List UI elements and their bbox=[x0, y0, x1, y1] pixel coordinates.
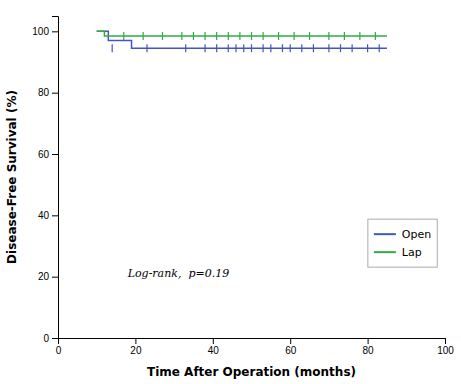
y-tick: 80 bbox=[38, 87, 58, 98]
censor-mark bbox=[309, 32, 310, 40]
censor-mark bbox=[328, 32, 329, 40]
y-axis-title: Disease-Free Survival (%) bbox=[5, 90, 19, 264]
censor-mark bbox=[204, 44, 205, 52]
y-tick-label: 80 bbox=[38, 87, 50, 98]
y-tick-label: 40 bbox=[38, 210, 50, 221]
censor-mark bbox=[263, 44, 264, 52]
censor-mark bbox=[204, 32, 205, 40]
chart: 0 20 40 60 80 100 0 20 40 60 80 100 Log-rank, p=0.19… bbox=[0, 0, 461, 384]
legend-box bbox=[368, 219, 437, 267]
x-tick: 60 bbox=[285, 338, 297, 356]
y-tick-mark bbox=[52, 93, 58, 94]
x-tick-mark bbox=[368, 338, 369, 344]
y-tick-mark bbox=[52, 215, 58, 216]
x-tick-mark bbox=[213, 338, 214, 344]
censor-mark bbox=[278, 32, 279, 40]
censor-mark bbox=[143, 32, 144, 40]
censor-mark bbox=[290, 44, 291, 52]
y-axis: 0 20 40 60 80 100 bbox=[32, 17, 58, 344]
y-tick: 20 bbox=[38, 271, 58, 282]
x-tick: 20 bbox=[130, 338, 142, 356]
censor-mark bbox=[359, 32, 360, 40]
censor-mark bbox=[193, 32, 194, 40]
censor-mark bbox=[216, 44, 217, 52]
censor-mark bbox=[243, 44, 244, 52]
y-tick-mark bbox=[52, 277, 58, 278]
censor-mark bbox=[344, 32, 345, 40]
censor-mark bbox=[239, 32, 240, 40]
censor-mark bbox=[328, 44, 329, 52]
y-axis-line bbox=[52, 17, 59, 339]
x-tick-mark bbox=[445, 338, 446, 344]
censor-mark bbox=[228, 44, 229, 52]
censor-mark bbox=[375, 32, 376, 40]
x-tick-label: 0 bbox=[56, 345, 62, 356]
x-tick-label: 20 bbox=[130, 345, 142, 356]
legend-swatch bbox=[374, 233, 396, 235]
censor-mark bbox=[301, 44, 302, 52]
censor-mark bbox=[251, 32, 252, 40]
censor-mark bbox=[293, 32, 294, 40]
x-tick: 0 bbox=[56, 338, 62, 356]
legend: Open Lap bbox=[368, 219, 437, 267]
censor-mark bbox=[340, 44, 341, 52]
y-tick: 0 bbox=[43, 333, 58, 344]
marks bbox=[97, 31, 387, 52]
censor-mark bbox=[123, 32, 124, 40]
censor-mark bbox=[313, 44, 314, 52]
censor-mark bbox=[367, 44, 368, 52]
x-tick-label: 100 bbox=[437, 345, 454, 356]
censor-mark bbox=[185, 44, 186, 52]
y-tick-label: 0 bbox=[43, 333, 49, 344]
plot-area: 0 20 40 60 80 100 0 20 40 60 80 100 Log-rank, p=0.19… bbox=[32, 17, 454, 357]
x-tick-label: 40 bbox=[208, 345, 220, 356]
x-tick-mark bbox=[135, 338, 136, 344]
censor-mark bbox=[235, 44, 236, 52]
x-tick: 100 bbox=[437, 338, 454, 356]
y-tick-label: 60 bbox=[38, 149, 50, 160]
censor-mark bbox=[379, 44, 380, 52]
survival-curve bbox=[97, 31, 387, 48]
y-tick: 40 bbox=[38, 210, 58, 221]
x-axis-title: Time After Operation (months) bbox=[147, 365, 356, 379]
censor-mark bbox=[112, 44, 113, 52]
censor-mark bbox=[146, 44, 147, 52]
x-tick: 40 bbox=[208, 338, 220, 356]
y-tick-mark bbox=[52, 31, 58, 32]
censor-mark bbox=[162, 32, 163, 40]
censor-mark bbox=[282, 44, 283, 52]
y-tick-label: 20 bbox=[38, 271, 50, 282]
censor-mark bbox=[352, 44, 353, 52]
survival-curve bbox=[97, 31, 387, 36]
y-tick: 100 bbox=[32, 26, 58, 37]
x-axis-line bbox=[59, 339, 446, 345]
legend-item: Open bbox=[374, 228, 431, 241]
x-tick-mark bbox=[290, 338, 291, 344]
y-tick-mark bbox=[52, 338, 58, 339]
y-tick-mark bbox=[52, 154, 58, 155]
legend-item: Lap bbox=[374, 246, 422, 259]
legend-label: Open bbox=[402, 228, 431, 241]
x-tick-label: 80 bbox=[363, 345, 375, 356]
y-tick-label: 100 bbox=[32, 26, 49, 37]
x-tick-label: 60 bbox=[285, 345, 297, 356]
censor-mark bbox=[263, 32, 264, 40]
x-tick: 80 bbox=[363, 338, 375, 356]
censor-mark bbox=[270, 44, 271, 52]
censor-mark bbox=[251, 44, 252, 52]
legend-label: Lap bbox=[402, 246, 422, 259]
legend-swatch bbox=[374, 251, 396, 253]
censor-mark bbox=[228, 32, 229, 40]
annotation: Log-rank, p=0.19 bbox=[127, 267, 230, 280]
censor-mark bbox=[181, 32, 182, 40]
x-axis: 0 20 40 60 80 100 bbox=[56, 338, 455, 356]
y-tick: 60 bbox=[38, 149, 58, 160]
censor-mark bbox=[216, 32, 217, 40]
